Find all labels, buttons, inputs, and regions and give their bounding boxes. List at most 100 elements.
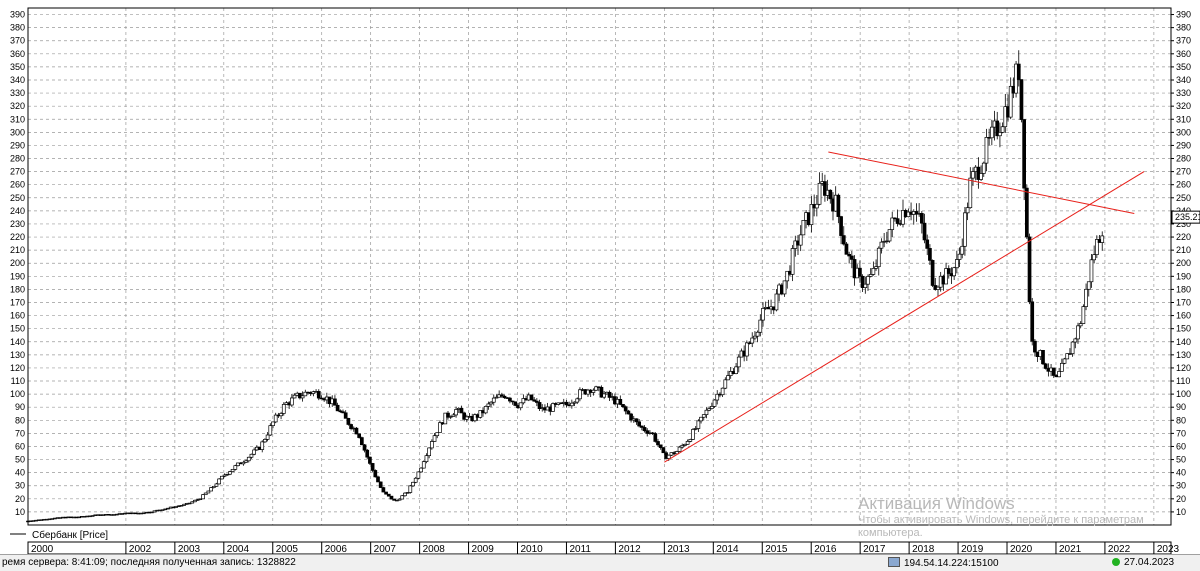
y-tick-label: 120 — [1176, 363, 1191, 373]
candle-body — [405, 492, 410, 494]
y-tick-label: 260 — [1176, 180, 1191, 190]
trendline[interactable] — [664, 171, 1145, 463]
candle-body — [1065, 353, 1070, 360]
candle-body — [166, 507, 170, 510]
x-tick-label: 2013 — [667, 544, 690, 555]
candle-body — [260, 441, 265, 450]
candle-body — [1078, 323, 1083, 327]
candle-body — [677, 446, 682, 452]
y-tick-label: 50 — [15, 455, 25, 465]
candle-body — [707, 408, 711, 411]
candle-body — [914, 211, 919, 215]
candle-body — [814, 203, 819, 209]
candle-body — [429, 441, 434, 449]
status-bar: ремя сервера: 8:41:09; последняя получен… — [0, 554, 1200, 571]
candle-body — [263, 439, 267, 443]
y-tick-label: 90 — [15, 402, 25, 412]
candle-body — [1073, 338, 1078, 343]
chart-grid — [27, 8, 1171, 525]
y-tick-label: 200 — [10, 258, 25, 268]
y-tick-label: 320 — [10, 101, 25, 111]
candle-body — [712, 399, 717, 407]
x-tick-label: 2016 — [814, 544, 837, 555]
y-tick-label: 270 — [1176, 167, 1191, 177]
y-tick-label: 160 — [10, 311, 25, 321]
candle-body — [201, 494, 205, 500]
candle-body — [575, 398, 580, 403]
candle-body — [744, 342, 749, 357]
y-tick-label: 380 — [10, 23, 25, 33]
candle-body — [922, 222, 927, 241]
candle-body — [965, 207, 970, 214]
candle-body — [532, 399, 537, 402]
y-tick-label: 60 — [15, 441, 25, 451]
y-tick-label: 80 — [1176, 415, 1186, 425]
candle-body — [1086, 281, 1091, 290]
y-tick-label: 150 — [10, 324, 25, 334]
candle-body — [828, 189, 833, 200]
candle-body — [193, 499, 197, 503]
y-axis-left: 10 20 30 40 50 60 70 80 90 100 110 120 130 140 150 160 1… — [10, 10, 25, 517]
candle-body — [446, 412, 450, 418]
candle-body — [979, 173, 983, 180]
y-tick-label: 270 — [10, 167, 25, 177]
candle-body — [755, 331, 760, 337]
candle-body — [333, 398, 337, 406]
candle-body — [887, 229, 892, 242]
candle-body — [521, 398, 526, 404]
candle-body — [1089, 259, 1094, 283]
candle-body — [1041, 349, 1045, 365]
candle-body — [989, 126, 994, 139]
candle-body — [1100, 235, 1105, 243]
candle-body — [1033, 340, 1037, 353]
candle-body — [195, 499, 200, 501]
candle-body — [645, 430, 650, 434]
candle-body — [252, 449, 257, 455]
candle-body — [674, 451, 679, 455]
candle-body — [844, 243, 849, 255]
candle-body — [944, 268, 948, 285]
candle-body — [464, 416, 469, 420]
candle-body — [281, 404, 286, 414]
x-tick-label: 2023 — [1157, 544, 1180, 555]
candle-body — [623, 406, 628, 412]
candle-body — [884, 240, 889, 243]
y-tick-label: 350 — [1176, 62, 1191, 72]
candle-body — [370, 463, 375, 471]
candle-body — [421, 461, 426, 469]
candle-body — [868, 274, 873, 277]
y-tick-label: 260 — [10, 180, 25, 190]
trendline[interactable] — [828, 151, 1135, 214]
y-tick-label: 390 — [10, 10, 25, 20]
candle-body — [389, 495, 394, 500]
y-tick-label: 300 — [10, 127, 25, 137]
x-axis: 2000 2002 2003 2004 2005 2006 2007 2008 2009 2010… — [27, 541, 1180, 555]
candle-body — [901, 210, 905, 225]
candle-body — [860, 275, 865, 288]
candle-body — [198, 498, 203, 501]
candle-body — [1084, 288, 1088, 307]
y-tick-label: 90 — [1176, 402, 1186, 412]
candle-body — [478, 410, 483, 418]
y-tick-label: 230 — [1176, 219, 1191, 229]
y-tick-label: 180 — [1176, 284, 1191, 294]
y-tick-label: 320 — [1176, 101, 1191, 111]
candle-body — [1043, 363, 1048, 369]
candle-body — [866, 276, 870, 285]
y-tick-label: 310 — [1176, 114, 1191, 124]
candle-body — [928, 248, 932, 261]
y-tick-label: 190 — [10, 271, 25, 281]
last-price-label: 235.21 — [1175, 212, 1200, 222]
y-tick-label: 70 — [15, 428, 25, 438]
candle-body — [362, 444, 367, 451]
candle-body — [494, 396, 499, 399]
candle-body — [578, 389, 582, 400]
candle-body — [206, 490, 211, 494]
candle-body — [384, 491, 388, 495]
candle-body — [839, 216, 843, 236]
candle-body — [895, 218, 900, 224]
y-tick-label: 290 — [10, 140, 25, 150]
candle-body — [279, 413, 283, 417]
candle-body — [249, 453, 254, 458]
candle-body — [265, 434, 270, 440]
